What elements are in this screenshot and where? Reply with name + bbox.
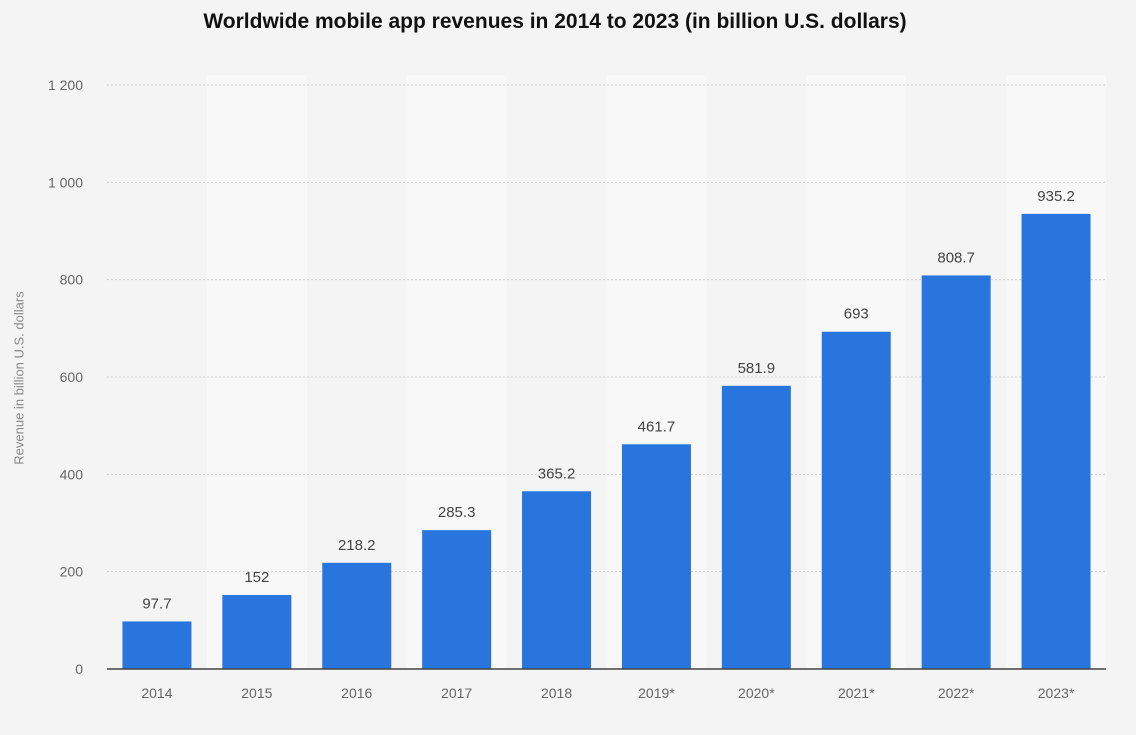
bar-2023* (1021, 213, 1091, 670)
x-tick-label: 2014 (141, 685, 172, 701)
y-tick-label: 600 (60, 369, 84, 385)
x-tick-label: 2021* (838, 685, 875, 701)
x-tick-label: 2018 (541, 685, 572, 701)
y-tick-label: 1 200 (48, 77, 83, 93)
data-label: 97.7 (142, 595, 171, 612)
y-tick-label: 400 (60, 466, 84, 482)
data-label: 218.2 (338, 537, 376, 554)
bar-2019* (621, 444, 691, 669)
data-label: 461.7 (638, 418, 676, 435)
x-tick-label: 2017 (441, 685, 472, 701)
y-tick-label: 1 000 (48, 174, 83, 190)
x-tick-label: 2019* (638, 685, 675, 701)
bar-2022* (921, 275, 991, 669)
bar-2015 (222, 595, 292, 669)
y-tick-label: 0 (75, 661, 83, 677)
bar-2018 (522, 491, 592, 669)
bar-2017 (422, 530, 492, 669)
data-label: 365.2 (538, 465, 576, 482)
data-label: 285.3 (438, 504, 476, 521)
x-tick-label: 2023* (1038, 685, 1075, 701)
data-label: 152 (244, 569, 269, 586)
category-band (206, 75, 307, 669)
x-tick-label: 2015 (241, 685, 272, 701)
y-tick-label: 800 (60, 272, 84, 288)
bar-2021* (821, 331, 891, 669)
chart-title: Worldwide mobile app revenues in 2014 to… (203, 10, 907, 33)
x-tick-label: 2022* (938, 685, 975, 701)
bar-2020* (721, 385, 791, 669)
y-tick-label: 200 (60, 564, 84, 580)
data-label: 808.7 (937, 249, 975, 266)
x-tick-label: 2016 (341, 685, 372, 701)
bar-2014 (122, 621, 192, 669)
bar-2016 (322, 562, 392, 669)
data-label: 935.2 (1037, 188, 1075, 205)
data-label: 693 (844, 306, 869, 323)
x-tick-label: 2020* (738, 685, 775, 701)
data-label: 581.9 (738, 360, 776, 377)
